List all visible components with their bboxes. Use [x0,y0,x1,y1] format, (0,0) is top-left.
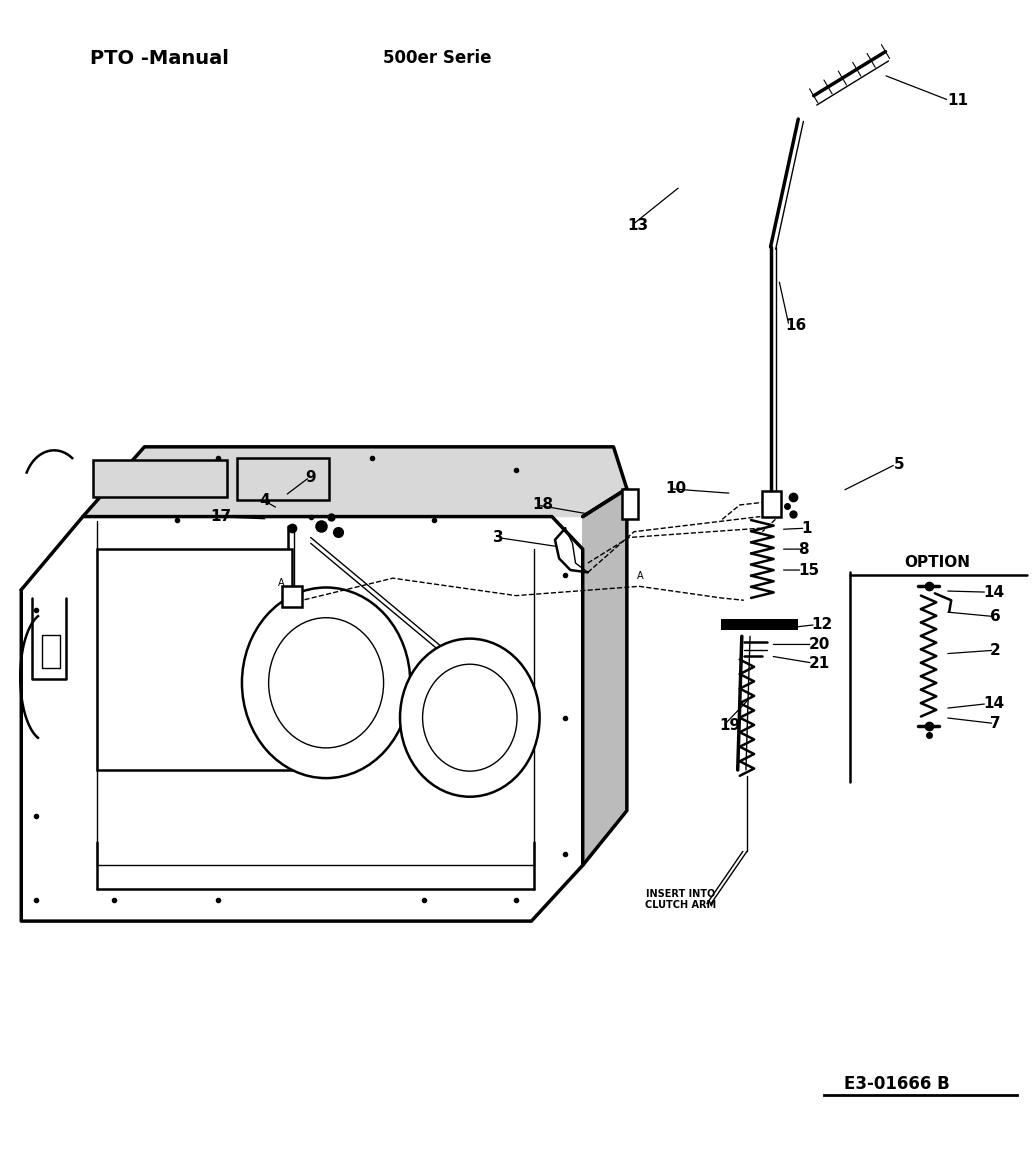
Text: A: A [637,571,644,582]
Text: 5: 5 [894,457,904,472]
Text: 10: 10 [665,481,686,496]
Circle shape [422,665,517,771]
Text: 13: 13 [626,218,648,234]
Text: 1: 1 [802,521,812,536]
Polygon shape [583,488,626,865]
Text: 14: 14 [983,696,1004,711]
Text: INSERT INTO
CLUTCH ARM: INSERT INTO CLUTCH ARM [645,889,716,910]
Text: 2: 2 [991,642,1001,658]
Text: 21: 21 [808,655,830,670]
Text: A: A [278,578,285,589]
Bar [97,549,292,770]
Bar [236,459,329,500]
Text: PTO -Manual: PTO -Manual [90,49,229,68]
Bar [282,586,302,607]
Text: E3-01666 B: E3-01666 B [844,1076,950,1093]
Text: 11: 11 [947,93,968,107]
Text: 500er Serie: 500er Serie [383,49,491,68]
Bar [721,619,799,631]
Bar [41,635,60,668]
Text: 19: 19 [719,718,740,734]
Text: 9: 9 [305,470,316,485]
Text: 14: 14 [983,585,1004,599]
Text: OPTION: OPTION [904,555,970,570]
Text: 6: 6 [991,609,1001,624]
Bar [93,460,227,496]
Bar [621,488,638,519]
Text: 4: 4 [259,493,270,508]
Text: 3: 3 [493,530,504,545]
Text: 7: 7 [991,716,1001,731]
Text: 17: 17 [211,509,231,524]
Text: 12: 12 [811,617,833,632]
Polygon shape [22,516,583,922]
Text: 20: 20 [808,637,830,652]
Polygon shape [83,447,626,516]
Text: 15: 15 [799,563,819,577]
Text: 16: 16 [785,319,806,333]
Circle shape [400,639,540,797]
Circle shape [268,618,384,748]
Text: 8: 8 [799,542,809,557]
Text: 18: 18 [533,498,553,513]
Bar [763,491,781,516]
Circle shape [241,588,411,778]
